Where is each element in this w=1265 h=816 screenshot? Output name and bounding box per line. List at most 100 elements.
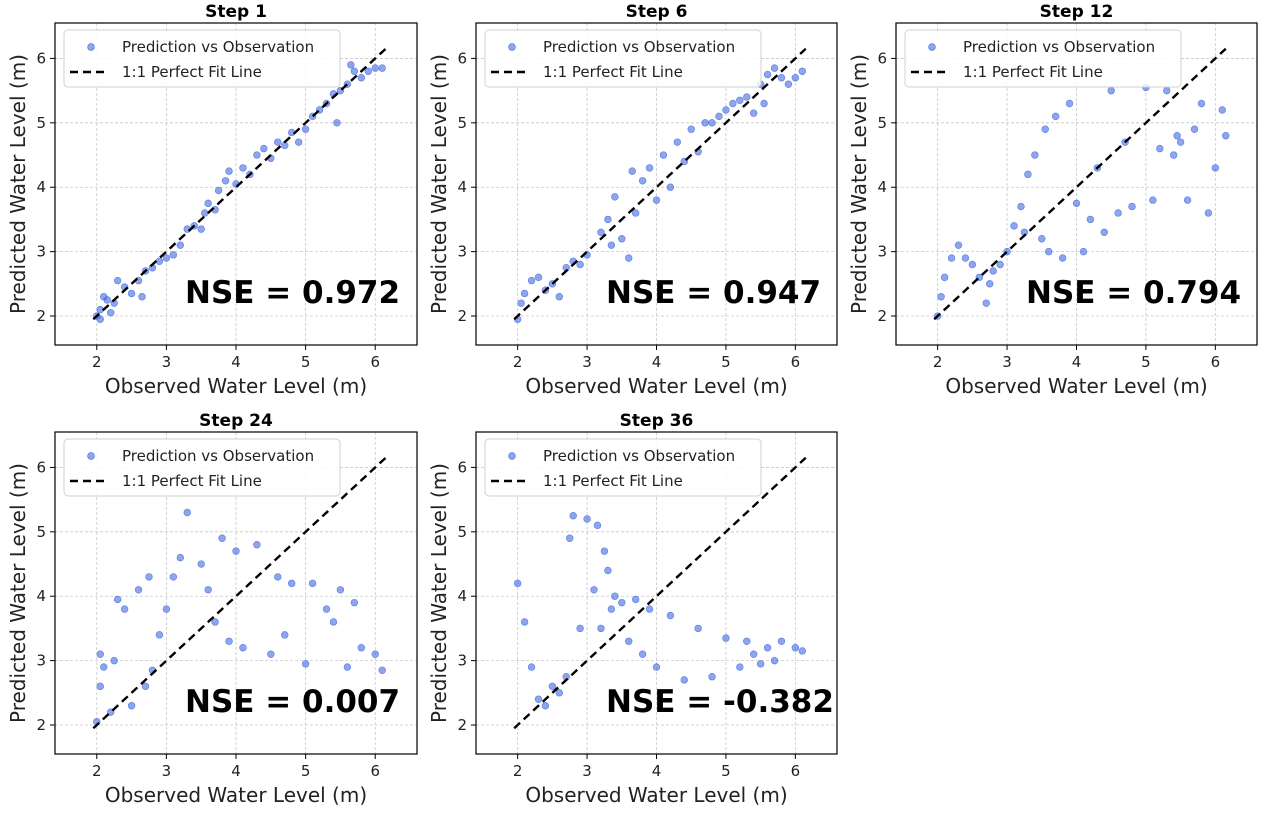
- data-point: [239, 644, 247, 652]
- data-point: [555, 689, 564, 697]
- legend: Prediction vs Observation 1:1 Perfect Fit…: [904, 29, 1182, 88]
- legend-box: [484, 29, 762, 88]
- data-point: [743, 637, 751, 645]
- x-tick-label: 5: [301, 762, 311, 780]
- x-tick-label: 6: [370, 762, 380, 780]
- data-point: [736, 663, 744, 671]
- data-point: [968, 260, 977, 269]
- legend-label-line: 1:1 Perfect Fit Line: [543, 472, 683, 490]
- data-point: [274, 573, 282, 581]
- legend-label-line: 1:1 Perfect Fit Line: [122, 472, 262, 490]
- data-point: [791, 74, 800, 82]
- data-point: [701, 119, 709, 127]
- data-point: [982, 299, 990, 307]
- data-point: [155, 631, 164, 639]
- data-point: [625, 254, 633, 262]
- data-point: [534, 695, 543, 703]
- y-tick-label: 3: [877, 243, 887, 261]
- x-tick-label: 5: [1141, 353, 1151, 371]
- y-tick-label: 4: [457, 178, 467, 196]
- data-point: [1058, 254, 1067, 262]
- perfect-fit-line: [933, 47, 1227, 321]
- perfect-fit-line: [92, 47, 387, 321]
- x-tick-label: 6: [791, 762, 801, 780]
- data-point: [253, 540, 261, 549]
- data-point: [96, 650, 104, 658]
- data-point: [1149, 196, 1157, 204]
- data-point: [253, 151, 261, 159]
- perfect-fit-line: [92, 456, 387, 730]
- data-point: [204, 199, 212, 208]
- data-point: [232, 547, 240, 555]
- x-tick-label: 3: [1002, 353, 1012, 371]
- data-point: [169, 573, 178, 581]
- data-point: [218, 534, 226, 542]
- x-tick-label: 5: [721, 353, 731, 371]
- data-point: [1107, 86, 1115, 95]
- data-point: [600, 547, 609, 555]
- data-point: [357, 644, 366, 652]
- data-point: [301, 125, 310, 133]
- data-point: [1031, 151, 1039, 159]
- data-point: [1169, 151, 1178, 159]
- data-point: [604, 215, 612, 224]
- data-point: [110, 656, 118, 665]
- legend-label-scatter: Prediction vs Observation: [963, 38, 1155, 56]
- data-point: [1041, 125, 1049, 133]
- data-point: [652, 196, 661, 204]
- legend-label-line: 1:1 Perfect Fit Line: [963, 63, 1103, 81]
- x-tick-label: 3: [162, 353, 172, 371]
- data-point: [607, 605, 616, 613]
- data-point: [756, 660, 765, 668]
- chart-panel-3: 2 3 4 5 6 2 3 4 5 6 Step 12 Observed Water Level (m…: [847, 2, 1258, 398]
- data-point: [749, 109, 758, 117]
- y-tick-label: 6: [877, 49, 887, 67]
- data-point: [169, 251, 178, 259]
- data-point: [743, 93, 751, 101]
- y-axis-label: Predicted Water Level (m): [6, 54, 30, 314]
- data-point: [145, 573, 153, 581]
- y-tick-label: 6: [457, 458, 467, 476]
- data-point: [517, 299, 525, 307]
- y-tick-label: 5: [457, 523, 467, 541]
- y-axis-label: Predicted Water Level (m): [427, 54, 451, 314]
- data-point: [120, 605, 129, 613]
- data-point: [770, 64, 779, 72]
- data-point: [1065, 99, 1074, 108]
- chart-title: Step 12: [1040, 2, 1114, 22]
- x-tick-label: 2: [92, 762, 102, 780]
- data-point: [127, 289, 136, 298]
- data-point: [350, 598, 359, 607]
- data-point: [791, 644, 800, 652]
- data-point: [267, 650, 275, 658]
- nse-annotation: NSE = 0.794: [1026, 275, 1241, 311]
- x-tick-label: 6: [791, 353, 801, 371]
- data-point: [329, 618, 338, 626]
- data-point: [183, 508, 191, 517]
- data-point: [645, 605, 654, 613]
- nse-annotation: NSE = 0.947: [606, 275, 821, 311]
- data-point: [638, 650, 647, 658]
- data-point: [336, 586, 345, 594]
- data-point: [1190, 125, 1199, 133]
- data-point: [301, 660, 310, 668]
- x-axis-label: Observed Water Level (m): [945, 374, 1207, 398]
- y-tick-label: 2: [877, 307, 887, 325]
- data-point: [141, 682, 150, 691]
- legend-label-scatter: Prediction vs Observation: [122, 447, 314, 465]
- data-point: [694, 624, 702, 633]
- data-point: [611, 193, 619, 201]
- legend-marker-scatter: [87, 43, 95, 51]
- y-tick-label: 4: [36, 178, 46, 196]
- data-point: [343, 663, 352, 671]
- data-point: [680, 676, 688, 684]
- chart-panel-4: 2 3 4 5 6 2 3 4 5 6 Step 24 Observed Water Level (m…: [6, 411, 418, 807]
- data-point: [576, 624, 584, 633]
- y-tick-label: 3: [457, 243, 467, 261]
- data-point: [176, 553, 185, 562]
- data-point: [729, 99, 737, 108]
- chart-title: Step 24: [199, 411, 273, 431]
- data-point: [1024, 170, 1032, 179]
- data-point: [1176, 138, 1185, 146]
- data-point: [645, 164, 654, 172]
